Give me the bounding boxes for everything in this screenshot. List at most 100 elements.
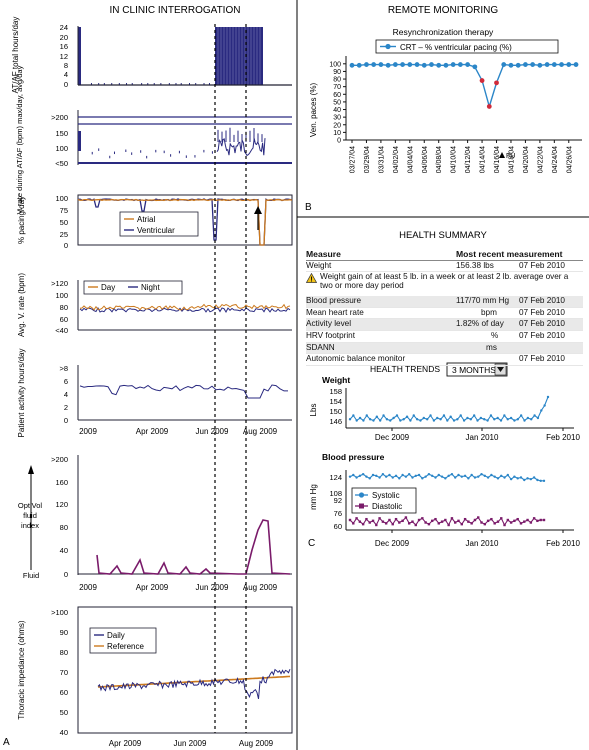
remote-ytick-label: 30	[333, 115, 341, 122]
table-row: Autonomic balance monitor 07 Feb 2010	[306, 354, 583, 366]
avgv-ylabel: Avg. V. rate (bpm)	[17, 273, 26, 337]
remote-xtick-label: 03/27/04	[350, 146, 357, 173]
header-measure: Measure	[306, 249, 341, 259]
weight-point	[352, 414, 355, 417]
remote-point-highlight	[486, 104, 492, 109]
remote-ytick-label: 40	[333, 107, 341, 114]
diastolic-legend-marker	[359, 503, 364, 509]
trends-range-dropdown[interactable]: 3 MONTHS	[446, 362, 508, 377]
weight-point	[429, 414, 432, 417]
remote-point	[472, 64, 478, 70]
remote-xtick-label: 04/06/04	[422, 146, 429, 173]
avgv-legend-night: Night	[141, 283, 160, 292]
activity-tick-0: >8	[59, 364, 68, 373]
pacing-tick-2: 50	[60, 218, 68, 227]
weight-point	[392, 416, 395, 420]
weight-point	[486, 419, 489, 422]
thoracic-daily-line	[97, 668, 291, 700]
diastolic-point	[417, 518, 421, 522]
systolic-point	[460, 475, 463, 478]
activity-line	[79, 384, 288, 399]
remote-ytick-label: 100	[329, 61, 341, 68]
remote-xtick-label: 04/22/04	[537, 146, 544, 173]
optivol-fluid-label: Fluid	[23, 571, 39, 580]
weight-point	[499, 419, 503, 422]
systolic-point	[467, 477, 470, 480]
diastolic-point	[365, 517, 368, 521]
remote-point	[537, 62, 543, 68]
systolic-point	[421, 477, 424, 480]
weight-point	[543, 404, 546, 407]
weight-ylabel: Lbs	[309, 404, 318, 417]
optivol-label-1: OptiVol	[18, 501, 43, 510]
diastolic-point	[529, 521, 533, 524]
systolic-point	[473, 476, 477, 479]
systolic-point	[447, 474, 450, 478]
diastolic-point	[509, 521, 513, 524]
diastolic-point	[516, 517, 519, 521]
fu-marker	[499, 152, 505, 158]
systolic-point	[440, 475, 444, 478]
bp-xtick-2: Feb 2010	[546, 539, 580, 548]
row-measure: Blood pressure	[306, 296, 362, 306]
systolic-point	[368, 477, 371, 480]
remote-ytick-label: 70	[333, 84, 341, 91]
weight-tick-2: 150	[329, 407, 342, 416]
systolic-point	[503, 476, 506, 479]
weight-point	[506, 418, 509, 421]
activity-tick-3: 2	[64, 403, 68, 412]
diastolic-point	[454, 521, 457, 524]
optivol-arrowhead	[28, 465, 34, 474]
diastolic-point	[490, 517, 493, 521]
avgv-tick-4: <40	[55, 326, 68, 335]
row-measure: SDANN	[306, 342, 335, 352]
remote-axes	[345, 56, 582, 141]
weight-point	[402, 418, 405, 421]
bp-tick-1: 108	[329, 489, 342, 498]
systolic-point	[444, 477, 447, 480]
systolic-point	[437, 473, 440, 477]
weight-point	[536, 416, 540, 420]
weight-point	[442, 414, 446, 417]
bp-series	[348, 472, 546, 527]
diastolic-point	[460, 522, 463, 526]
diastolic-point	[447, 523, 450, 527]
atf-tick-3: 12	[60, 52, 68, 61]
atf-chart: AT/AF total hours/day 24 20 16 12 8 4 0	[11, 17, 292, 94]
atf-ylabel: AT/AF total hours/day	[11, 17, 20, 94]
systolic-point	[381, 472, 385, 476]
diastolic-point	[434, 517, 437, 521]
diastolic-point	[526, 518, 529, 522]
bp-axes	[345, 470, 574, 533]
pacing-tick-1: 75	[60, 206, 68, 215]
remote-point	[573, 62, 579, 67]
vrate-tick-0: >200	[51, 113, 68, 122]
diastolic-point	[470, 522, 473, 525]
activity-chart: Patient activity hours/day >8 6 4 2 0 20…	[17, 349, 292, 437]
systolic-point	[513, 475, 516, 478]
thoracic-tick-6: 40	[60, 728, 68, 737]
remote-xtick-label: 04/12/04	[465, 146, 472, 173]
row-date: 07 Feb 2010	[519, 260, 565, 270]
header-recent: Most recent measurement	[456, 249, 563, 259]
diastolic-point	[355, 517, 358, 520]
diastolic-point	[536, 519, 539, 523]
weight-point	[523, 419, 526, 422]
systolic-point	[401, 473, 404, 477]
remote-series	[349, 62, 579, 110]
activity-tick-4: 0	[64, 416, 68, 425]
remote-xtick-label: 04/10/04	[451, 146, 458, 173]
diastolic-point	[523, 520, 526, 523]
bp-tick-0: 124	[329, 473, 342, 482]
remote-point	[378, 62, 384, 67]
row-date: 07 Feb 2010	[519, 307, 565, 317]
remote-point	[356, 62, 362, 68]
systolic-legend-marker	[358, 492, 365, 498]
diastolic-point	[503, 523, 506, 527]
weight-point	[379, 419, 382, 422]
diastolic-point	[486, 519, 490, 523]
systolic-point	[391, 476, 394, 479]
systolic-point	[417, 473, 421, 477]
systolic-point	[486, 476, 490, 479]
row-measure: HRV footprint	[306, 330, 355, 340]
